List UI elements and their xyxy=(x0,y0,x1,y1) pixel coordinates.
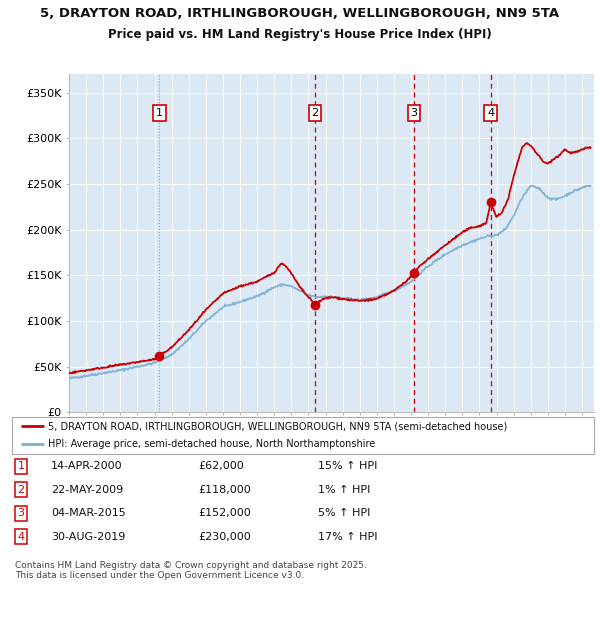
Text: 3: 3 xyxy=(410,108,418,118)
Text: 5% ↑ HPI: 5% ↑ HPI xyxy=(318,508,370,518)
Text: 2: 2 xyxy=(17,485,25,495)
Text: 3: 3 xyxy=(17,508,25,518)
Text: £230,000: £230,000 xyxy=(198,532,251,542)
Text: £152,000: £152,000 xyxy=(198,508,251,518)
Text: 5, DRAYTON ROAD, IRTHLINGBOROUGH, WELLINGBOROUGH, NN9 5TA (semi-detached house): 5, DRAYTON ROAD, IRTHLINGBOROUGH, WELLIN… xyxy=(48,422,508,432)
Text: 5, DRAYTON ROAD, IRTHLINGBOROUGH, WELLINGBOROUGH, NN9 5TA: 5, DRAYTON ROAD, IRTHLINGBOROUGH, WELLIN… xyxy=(40,7,560,20)
Text: 2: 2 xyxy=(311,108,319,118)
Text: 4: 4 xyxy=(17,532,25,542)
Text: 4: 4 xyxy=(487,108,494,118)
Text: £62,000: £62,000 xyxy=(198,461,244,471)
Text: HPI: Average price, semi-detached house, North Northamptonshire: HPI: Average price, semi-detached house,… xyxy=(48,439,376,449)
Text: 17% ↑ HPI: 17% ↑ HPI xyxy=(318,532,377,542)
Text: 1: 1 xyxy=(17,461,25,471)
Text: 1: 1 xyxy=(156,108,163,118)
Text: 1% ↑ HPI: 1% ↑ HPI xyxy=(318,485,370,495)
Text: 14-APR-2000: 14-APR-2000 xyxy=(51,461,122,471)
Text: 22-MAY-2009: 22-MAY-2009 xyxy=(51,485,123,495)
Text: 04-MAR-2015: 04-MAR-2015 xyxy=(51,508,126,518)
Text: 30-AUG-2019: 30-AUG-2019 xyxy=(51,532,125,542)
Text: Price paid vs. HM Land Registry's House Price Index (HPI): Price paid vs. HM Land Registry's House … xyxy=(108,28,492,41)
Text: Contains HM Land Registry data © Crown copyright and database right 2025.
This d: Contains HM Land Registry data © Crown c… xyxy=(15,561,367,580)
Text: 15% ↑ HPI: 15% ↑ HPI xyxy=(318,461,377,471)
Text: £118,000: £118,000 xyxy=(198,485,251,495)
